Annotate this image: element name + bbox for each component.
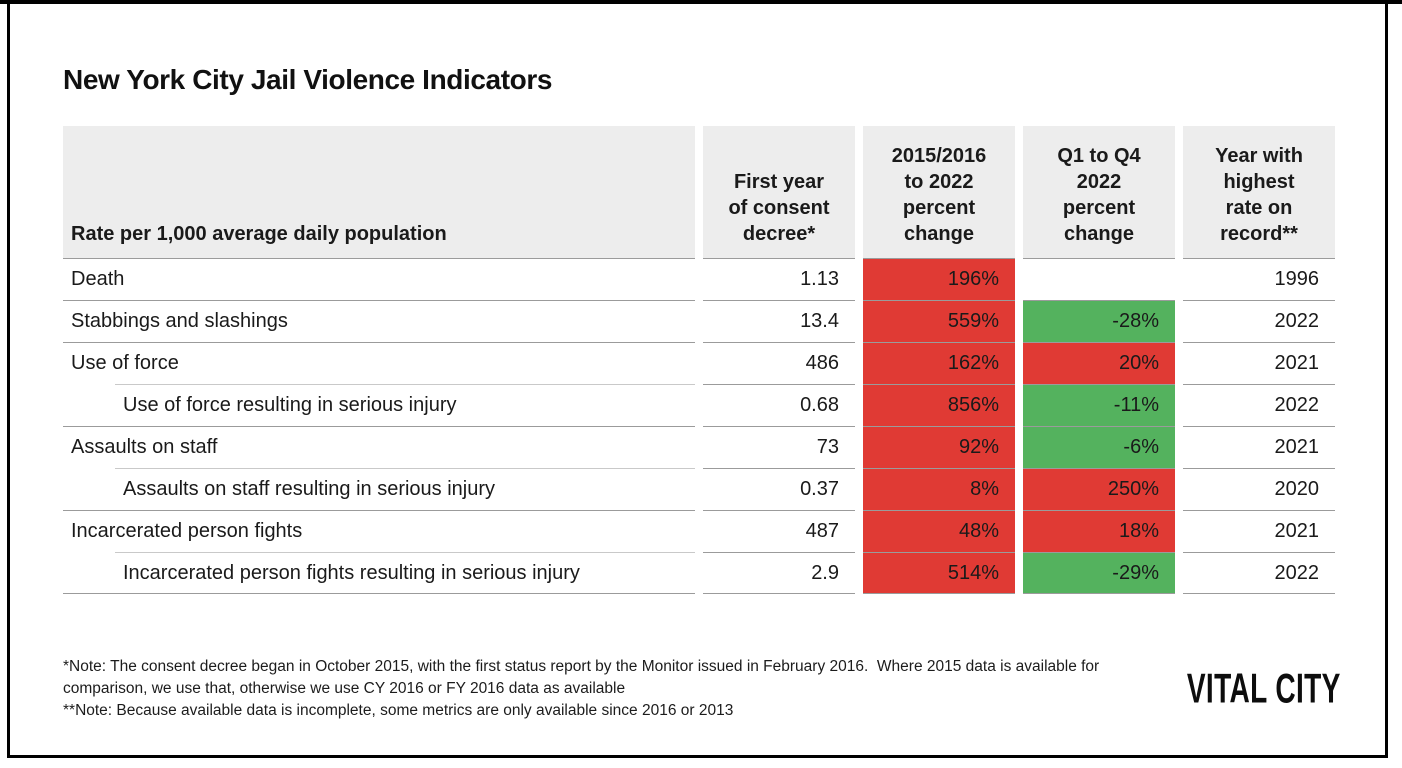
row-label: Death xyxy=(63,258,695,300)
footnote-consent-decree: *Note: The consent decree began in Octob… xyxy=(63,658,1104,697)
column-header-highest-year: Year with highest rate on record** xyxy=(1183,126,1335,258)
table-row: Use of force 486 162% 20% 2021 xyxy=(63,342,1335,384)
pct-change-q1-q4-cell: -29% xyxy=(1023,552,1175,594)
row-label: Use of force xyxy=(63,342,695,384)
vital-city-logo: VITAL CITY xyxy=(1187,666,1341,713)
highest-year-value: 1996 xyxy=(1183,258,1335,300)
pct-change-2015-2022-cell: 8% xyxy=(863,468,1015,510)
pct-change-q1-q4-cell: 20% xyxy=(1023,342,1175,384)
table-row: Use of force resulting in serious injury… xyxy=(63,384,1335,426)
table-row: Assaults on staff resulting in serious i… xyxy=(63,468,1335,510)
row-header-label: Rate per 1,000 average daily population xyxy=(63,126,695,258)
pct-change-2015-2022-cell: 514% xyxy=(863,552,1015,594)
pct-change-q1-q4-cell: -11% xyxy=(1023,384,1175,426)
pct-change-q1-q4-cell: 250% xyxy=(1023,468,1175,510)
first-year-value: 13.4 xyxy=(703,300,855,342)
table-row: Incarcerated person fights resulting in … xyxy=(63,552,1335,594)
highest-year-value: 2021 xyxy=(1183,426,1335,468)
top-border xyxy=(0,0,1402,4)
indicators-table: Rate per 1,000 average daily population … xyxy=(63,126,1335,594)
pct-change-2015-2022-cell: 196% xyxy=(863,258,1015,300)
footnotes: *Note: The consent decree began in Octob… xyxy=(63,656,1155,722)
footnote-data-availability: **Note: Because available data is incomp… xyxy=(63,702,734,719)
row-label: Incarcerated person fights resulting in … xyxy=(63,552,695,594)
first-year-value: 73 xyxy=(703,426,855,468)
column-header-pct-2015-2022: 2015/2016 to 2022 percent change xyxy=(863,126,1015,258)
pct-change-q1-q4-cell: -28% xyxy=(1023,300,1175,342)
highest-year-value: 2022 xyxy=(1183,300,1335,342)
highest-year-value: 2021 xyxy=(1183,342,1335,384)
pct-change-2015-2022-cell: 559% xyxy=(863,300,1015,342)
pct-change-2015-2022-cell: 856% xyxy=(863,384,1015,426)
table-row: Incarcerated person fights 487 48% 18% 2021 xyxy=(63,510,1335,552)
column-header-pct-q1-q4: Q1 to Q4 2022 percent change xyxy=(1023,126,1175,258)
first-year-value: 0.68 xyxy=(703,384,855,426)
highest-year-value: 2022 xyxy=(1183,384,1335,426)
table-row: Stabbings and slashings 13.4 559% -28% 2022 xyxy=(63,300,1335,342)
table-row: Death 1.13 196% 1996 xyxy=(63,258,1335,300)
pct-change-q1-q4-cell: -6% xyxy=(1023,426,1175,468)
page-title: New York City Jail Violence Indicators xyxy=(63,64,552,95)
first-year-value: 1.13 xyxy=(703,258,855,300)
pct-change-2015-2022-cell: 92% xyxy=(863,426,1015,468)
pct-change-2015-2022-cell: 162% xyxy=(863,342,1015,384)
row-label: Use of force resulting in serious injury xyxy=(63,384,695,426)
column-header-first-year: First year of consent decree* xyxy=(703,126,855,258)
row-label: Assaults on staff xyxy=(63,426,695,468)
table-body: Death 1.13 196% 1996 Stabbings and slashings… xyxy=(63,258,1335,594)
highest-year-value: 2020 xyxy=(1183,468,1335,510)
highest-year-value: 2021 xyxy=(1183,510,1335,552)
first-year-value: 2.9 xyxy=(703,552,855,594)
row-label: Stabbings and slashings xyxy=(63,300,695,342)
highest-year-value: 2022 xyxy=(1183,552,1335,594)
table-row: Assaults on staff 73 92% -6% 2021 xyxy=(63,426,1335,468)
pct-change-q1-q4-cell: 18% xyxy=(1023,510,1175,552)
row-label: Incarcerated person fights xyxy=(63,510,695,552)
pct-change-2015-2022-cell: 48% xyxy=(863,510,1015,552)
first-year-value: 0.37 xyxy=(703,468,855,510)
first-year-value: 486 xyxy=(703,342,855,384)
row-label: Assaults on staff resulting in serious i… xyxy=(63,468,695,510)
table-header-row: Rate per 1,000 average daily population … xyxy=(63,126,1335,258)
first-year-value: 487 xyxy=(703,510,855,552)
pct-change-q1-q4-cell xyxy=(1023,258,1175,300)
